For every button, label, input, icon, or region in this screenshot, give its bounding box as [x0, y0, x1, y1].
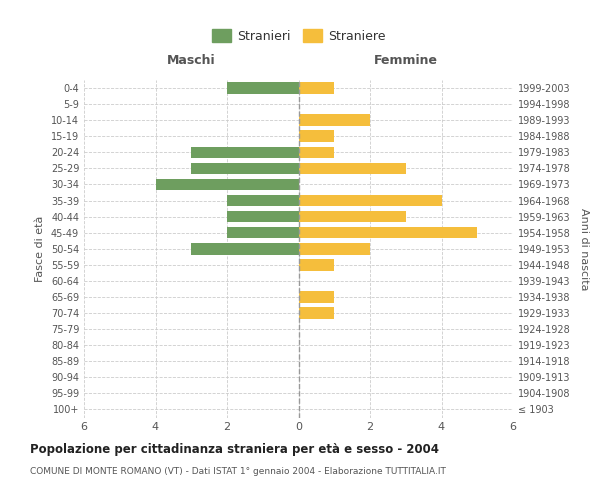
Text: Popolazione per cittadinanza straniera per età e sesso - 2004: Popolazione per cittadinanza straniera p…	[30, 442, 439, 456]
Bar	[191, 146, 299, 158]
Bar	[299, 194, 442, 206]
Text: Maschi: Maschi	[167, 54, 215, 66]
Bar	[299, 211, 406, 222]
Bar	[227, 82, 299, 94]
Bar	[191, 162, 299, 174]
Bar	[299, 243, 370, 254]
Bar	[299, 146, 334, 158]
Bar	[299, 291, 334, 302]
Text: COMUNE DI MONTE ROMANO (VT) - Dati ISTAT 1° gennaio 2004 - Elaborazione TUTTITAL: COMUNE DI MONTE ROMANO (VT) - Dati ISTAT…	[30, 468, 446, 476]
Bar	[299, 82, 334, 94]
Bar	[191, 243, 299, 254]
Legend: Stranieri, Straniere: Stranieri, Straniere	[208, 26, 389, 46]
Bar	[299, 259, 334, 270]
Bar	[299, 307, 334, 319]
Y-axis label: Anni di nascita: Anni di nascita	[579, 208, 589, 290]
Y-axis label: Fasce di età: Fasce di età	[35, 216, 45, 282]
Bar	[227, 227, 299, 238]
Bar	[227, 211, 299, 222]
Bar	[299, 227, 477, 238]
Bar	[299, 114, 370, 126]
Text: Femmine: Femmine	[374, 54, 438, 66]
Bar	[299, 162, 406, 174]
Bar	[155, 178, 299, 190]
Bar	[299, 130, 334, 142]
Bar	[227, 194, 299, 206]
